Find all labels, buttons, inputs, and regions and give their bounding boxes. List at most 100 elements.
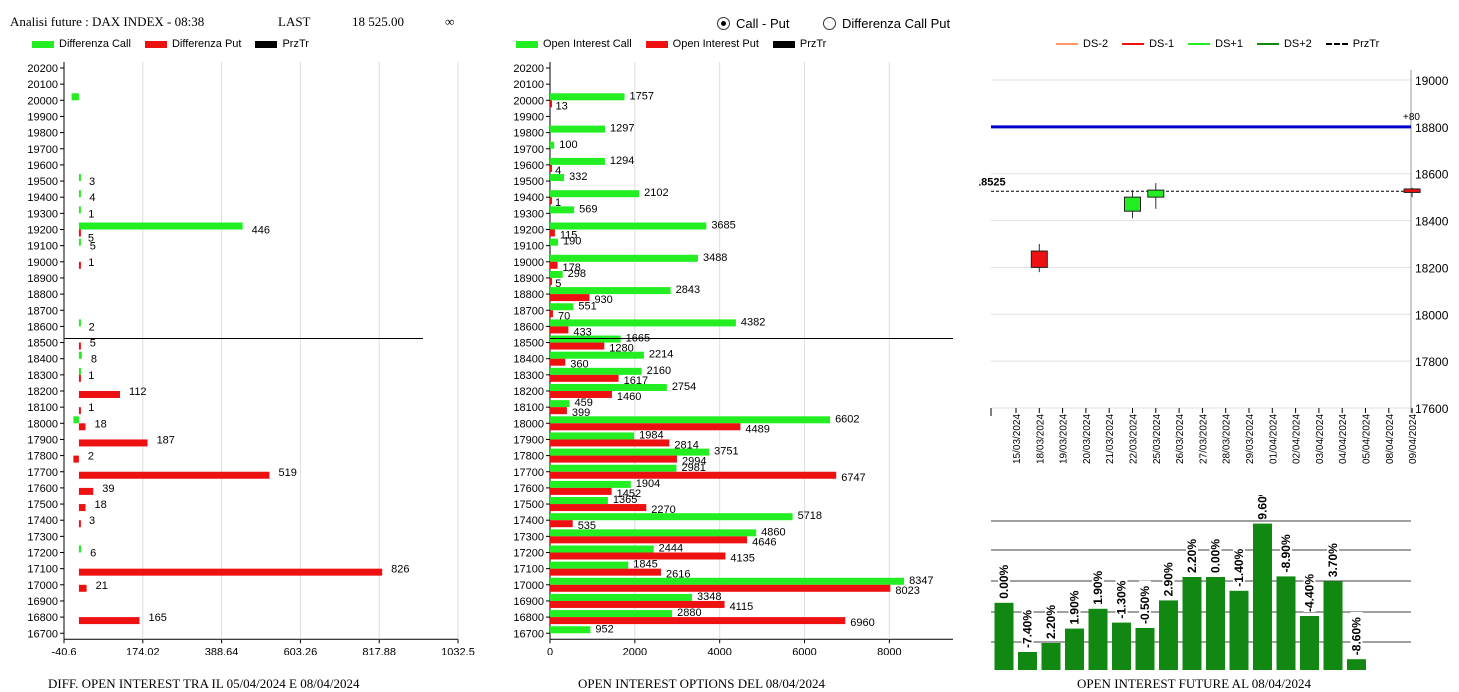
chart-title: Analisi future : DAX INDEX - 08:38 xyxy=(10,14,205,29)
y-tick-label: 19600 xyxy=(513,160,544,172)
y-tick-label: 18600 xyxy=(1415,168,1449,182)
bar-label-put: 930 xyxy=(594,294,612,306)
y-tick-label: 20000 xyxy=(513,95,544,107)
y-tick-label: 17900 xyxy=(513,434,544,446)
bar-call xyxy=(550,448,710,456)
bar-label: 5 xyxy=(90,241,96,253)
bar-label-call: 5718 xyxy=(798,510,822,522)
label-bg xyxy=(1350,612,1363,656)
y-tick-label: 19600 xyxy=(27,160,58,172)
bar-call xyxy=(550,303,574,311)
bar-call xyxy=(550,93,625,101)
bar-call xyxy=(550,351,644,359)
bar-put xyxy=(550,407,567,415)
bar-put xyxy=(550,552,726,560)
bar-label-call: 2981 xyxy=(681,462,705,474)
x-tick-label: 0 xyxy=(547,646,553,655)
bar-percent-label: 1.90% xyxy=(1091,570,1105,604)
y-tick-label: 18800 xyxy=(1415,121,1449,135)
y-tick-label: 18600 xyxy=(27,321,58,333)
bar-put xyxy=(78,261,81,269)
legend-future: DS-2 DS-1 DS+1 DS+2 PrzTr xyxy=(1056,38,1393,50)
y-tick-label: 19900 xyxy=(513,111,544,123)
y-tick-label: 17200 xyxy=(513,548,544,560)
y-tick-label: 19000 xyxy=(513,257,544,269)
label-bg xyxy=(1303,568,1316,612)
y-tick-label: 19500 xyxy=(27,176,58,188)
bar-label: 8 xyxy=(91,354,97,366)
last-label: LAST xyxy=(278,14,311,29)
bar-label-put: 2814 xyxy=(674,439,698,451)
footer-future: OPEN INTEREST FUTURE AL 08/04/2024 xyxy=(1077,676,1312,691)
bar-label-call: 569 xyxy=(579,203,597,215)
bar-label: 18 xyxy=(95,418,107,430)
bar-label-put: 6960 xyxy=(850,617,874,629)
x-tick-label: 03/04/2024 xyxy=(1315,414,1326,464)
y-tick-label: 17900 xyxy=(27,434,58,446)
y-tick-label: 17600 xyxy=(27,483,58,495)
bar-label-put: 2994 xyxy=(682,456,706,468)
x-tick-label: 388.64 xyxy=(205,646,239,655)
oi-future-bar xyxy=(1253,523,1272,670)
label-bg xyxy=(1280,529,1292,573)
y-tick-label: 19100 xyxy=(27,241,58,253)
y-tick-label: 16900 xyxy=(27,596,58,608)
future-candlestick-chart: 17600 17800 18000 18200 18400 18600 18800 19000… xyxy=(979,70,1449,464)
legend-label: Differenza Put xyxy=(171,38,242,50)
candle-body xyxy=(1147,189,1165,198)
bar-percent-label: -8.90% xyxy=(1279,534,1293,572)
x-tick-label: 174.02 xyxy=(126,646,160,655)
bar-label-call: 8347 xyxy=(909,575,933,587)
bar-label: 1 xyxy=(88,370,94,382)
bar-label-put: 5 xyxy=(555,278,561,290)
bar-put xyxy=(550,504,647,512)
y-tick-label: 18100 xyxy=(27,402,58,414)
bar-label-call: 1294 xyxy=(610,155,634,167)
bar-put xyxy=(550,342,605,350)
bar-put xyxy=(550,520,573,528)
bar-percent-label: 2.20% xyxy=(1185,539,1199,573)
bar-label-call: 1757 xyxy=(630,90,654,102)
bar-call xyxy=(550,610,673,618)
bar-label-call: 1904 xyxy=(636,478,660,490)
future-oi-bar-chart: 0.00% -7.40% 2.20% 1.90% 1.90% -1.30% -0.50% 2.… xyxy=(991,495,1411,670)
y-tick-label: 18000 xyxy=(1415,308,1449,322)
bar-percent-label: 0.00% xyxy=(997,564,1011,598)
radio-call-put[interactable]: Call - Put xyxy=(717,16,789,31)
oi-future-bar xyxy=(1276,576,1296,670)
bar-call xyxy=(550,157,605,165)
bar-label-put: 4646 xyxy=(752,536,776,548)
bar-put xyxy=(78,584,87,592)
bar-label-call: 3348 xyxy=(697,591,721,603)
y-tick-label: 17300 xyxy=(27,531,58,543)
bar-label: 6 xyxy=(90,548,96,560)
y-tick-label: 18000 xyxy=(27,418,58,430)
label-bg xyxy=(1045,603,1057,639)
bar-put xyxy=(550,600,725,608)
bar-call xyxy=(550,577,905,585)
radio-unselected-icon[interactable] xyxy=(823,17,836,30)
x-tick-label: 02/04/2024 xyxy=(1292,414,1303,464)
bar-label-call: 2444 xyxy=(659,543,683,555)
x-tick-label: 01/04/2024 xyxy=(1268,414,1279,464)
candle-body xyxy=(1403,188,1421,193)
radio-selected-icon[interactable] xyxy=(717,17,730,30)
bar-label-put: 8023 xyxy=(895,585,919,597)
bar-label-call: 2754 xyxy=(672,381,696,393)
radio-differenza[interactable]: Differenza Call Put xyxy=(823,16,950,31)
label-bg xyxy=(1021,604,1034,648)
y-tick-label: 18600 xyxy=(513,321,544,333)
open-interest-options-chart: 0 2000 4000 6000 8000 20200 20100 20000 19900 198… xyxy=(513,62,953,655)
bar-percent-label: -0.50% xyxy=(1138,586,1152,624)
bar-call xyxy=(550,593,693,601)
bar-label: 519 xyxy=(278,467,296,479)
bar-label-put: 4135 xyxy=(730,553,754,565)
y-tick-label: 18300 xyxy=(27,370,58,382)
y-tick-label: 20100 xyxy=(513,79,544,91)
bar-percent-label: -7.40% xyxy=(1021,610,1035,648)
y-tick-label: 19700 xyxy=(513,144,544,156)
bar-label: 3 xyxy=(89,176,95,188)
bar-label-put: 115 xyxy=(560,230,578,242)
bar-call xyxy=(78,545,82,553)
bar-put xyxy=(550,423,741,431)
